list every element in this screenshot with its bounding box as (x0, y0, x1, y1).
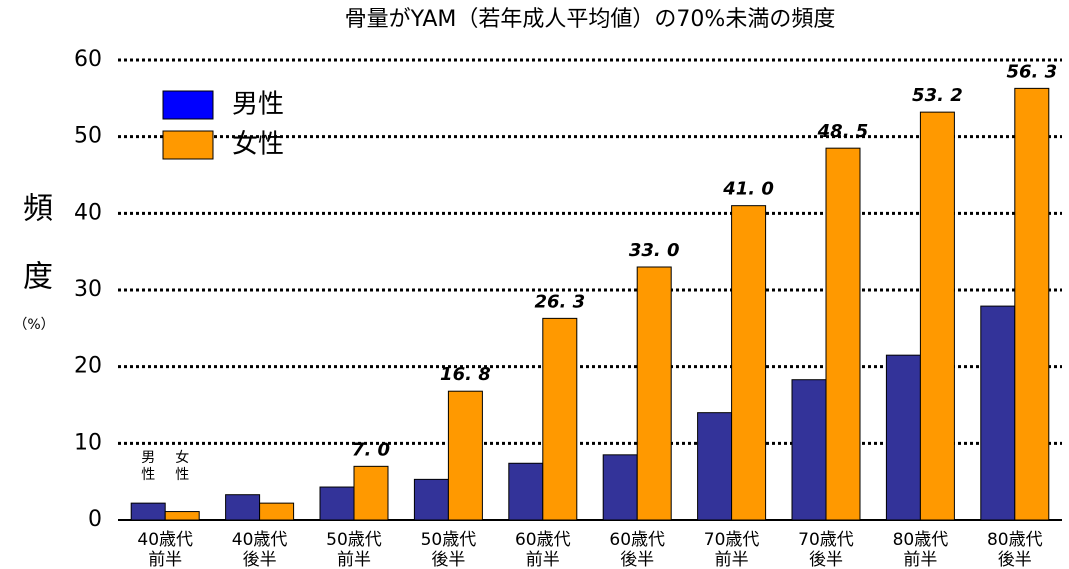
x-tick-label: 70歳代 (798, 530, 854, 550)
bar (980, 305, 1016, 521)
bar (225, 494, 261, 521)
bar (731, 205, 767, 521)
x-tick-label: 前半 (337, 550, 371, 569)
x-tick-label: 後半 (809, 550, 843, 569)
legend-label: 男性 (232, 90, 284, 120)
annotation: 性 (175, 467, 189, 483)
y-tick-label: 20 (74, 354, 102, 379)
bar (508, 462, 544, 521)
x-tick-label: 後半 (620, 550, 654, 569)
bar (825, 147, 861, 521)
x-tick-label: 50歳代 (421, 530, 477, 550)
y-tick-label: 0 (88, 507, 102, 532)
x-tick-label: 前半 (903, 550, 937, 569)
y-axis-label: 頻 (23, 192, 53, 227)
bar (413, 478, 449, 521)
bar (697, 412, 733, 521)
value-label: 16. 8 (440, 364, 491, 385)
x-tick-label: 後半 (243, 550, 277, 569)
x-tick-label: 60歳代 (515, 530, 571, 550)
bar (636, 266, 672, 521)
x-tick-label: 70歳代 (704, 530, 760, 550)
annotation: 女 (175, 449, 189, 466)
bar (602, 454, 638, 521)
value-label: 41. 0 (722, 179, 774, 200)
y-tick-label: 10 (74, 430, 102, 455)
bar (885, 354, 921, 521)
value-label: 7. 0 (352, 439, 390, 460)
x-tick-label: 40歳代 (137, 530, 193, 550)
value-label: 33. 0 (629, 240, 680, 261)
annotation: 男 (141, 450, 155, 466)
y-tick-label: 30 (74, 277, 102, 302)
y-axis-label: （%） (13, 317, 54, 333)
x-tick-label: 60歳代 (609, 530, 665, 550)
x-tick-label: 前半 (526, 550, 560, 569)
bar (319, 486, 355, 521)
value-label: 26. 3 (534, 291, 585, 312)
bar (919, 111, 955, 521)
y-tick-label: 60 (74, 47, 102, 72)
chart-title: 骨量がYAM（若年成人平均値）の70%未満の頻度 (345, 7, 836, 32)
legend-swatch (162, 90, 214, 120)
bar (542, 317, 578, 521)
value-label: 48. 5 (817, 121, 869, 142)
bar (447, 390, 483, 521)
x-tick-label: 40歳代 (232, 530, 288, 550)
bar (164, 511, 200, 521)
legend-label: 女性 (232, 130, 284, 160)
x-tick-label: 80歳代 (987, 530, 1043, 550)
y-axis-label: 度 (23, 260, 53, 295)
value-label: 56. 3 (1006, 61, 1057, 82)
bar (791, 379, 827, 521)
x-tick-label: 前半 (715, 550, 749, 569)
y-tick-label: 50 (74, 124, 102, 149)
bar (130, 502, 166, 521)
bar (353, 465, 389, 521)
bar (1014, 87, 1050, 521)
value-label: 53. 2 (912, 85, 963, 106)
bar (259, 502, 295, 521)
y-tick-label: 40 (74, 200, 102, 225)
x-tick-label: 50歳代 (326, 530, 382, 550)
x-tick-label: 前半 (148, 550, 182, 569)
annotation: 性 (141, 467, 155, 483)
x-tick-label: 80歳代 (893, 530, 949, 550)
x-tick-label: 後半 (998, 550, 1032, 569)
legend-swatch (162, 130, 214, 160)
x-tick-label: 後半 (431, 550, 465, 569)
